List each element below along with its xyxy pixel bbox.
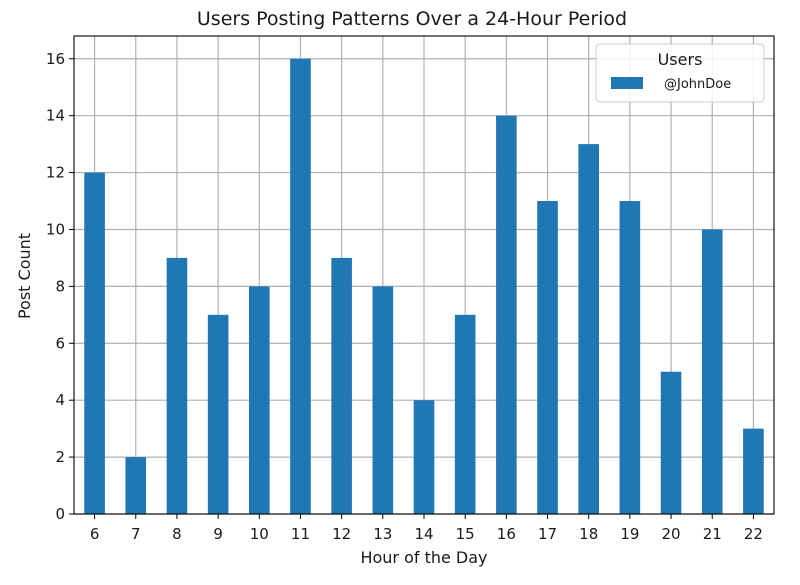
x-tick-label: 18: [579, 525, 598, 543]
bar: [125, 457, 147, 514]
y-tick-label: 4: [55, 391, 65, 409]
x-axis-label: Hour of the Day: [360, 548, 487, 567]
bar: [496, 115, 517, 515]
y-tick-label: 0: [55, 505, 65, 523]
legend-entry: @JohnDoe: [664, 77, 731, 92]
x-tick-label: 19: [620, 525, 639, 543]
x-tick-label: 16: [497, 525, 516, 543]
x-tick-label: 22: [744, 525, 763, 543]
x-tick-labels: 6 7 8 9 10 11 12 13 14 15 16 17 18 19 20 21 22: [90, 525, 763, 543]
y-tick-label: 2: [55, 448, 65, 466]
legend: Users @JohnDoe: [595, 43, 765, 103]
bar: [331, 257, 352, 514]
chart-title: Users Posting Patterns Over a 24-Hour Pe…: [197, 8, 627, 30]
y-tick-label: 16: [46, 50, 65, 68]
bar: [537, 201, 558, 514]
x-tick-label: 8: [172, 525, 182, 543]
x-tick-label: 17: [538, 525, 557, 543]
bar: [249, 286, 270, 514]
legend-swatch: [611, 77, 643, 89]
y-tick-label: 10: [46, 220, 65, 238]
x-tick-label: 6: [90, 525, 100, 543]
x-tick-label: 10: [250, 525, 269, 543]
x-tick-label: 7: [131, 525, 141, 543]
y-axis-label: Post Count: [15, 233, 34, 319]
bar: [372, 286, 394, 514]
x-tick-label: 15: [456, 525, 475, 543]
y-tick-label: 6: [55, 334, 65, 352]
x-tick-label: 21: [703, 525, 722, 543]
bar: [660, 371, 682, 514]
bar: [701, 229, 723, 514]
ticks: [69, 58, 754, 519]
y-tick-label: 14: [46, 107, 65, 125]
bar: [578, 144, 599, 514]
x-tick-label: 20: [662, 525, 681, 543]
bar: [743, 428, 764, 514]
y-tick-label: 8: [55, 277, 65, 295]
bar: [207, 314, 229, 514]
bar: [166, 257, 188, 514]
x-tick-label: 14: [414, 525, 433, 543]
bars: [84, 58, 764, 515]
y-tick-labels: 0 2 4 6 8 10 12 14 16: [46, 50, 65, 523]
bar: [454, 314, 476, 514]
bar: [413, 400, 435, 514]
bar: [84, 172, 105, 515]
bar: [619, 201, 641, 514]
x-tick-label: 12: [332, 525, 351, 543]
x-tick-label: 11: [291, 525, 310, 543]
y-tick-label: 12: [46, 164, 65, 182]
x-tick-label: 13: [373, 525, 392, 543]
bar: [290, 58, 311, 515]
legend-title: Users: [658, 50, 703, 69]
x-tick-label: 9: [213, 525, 223, 543]
